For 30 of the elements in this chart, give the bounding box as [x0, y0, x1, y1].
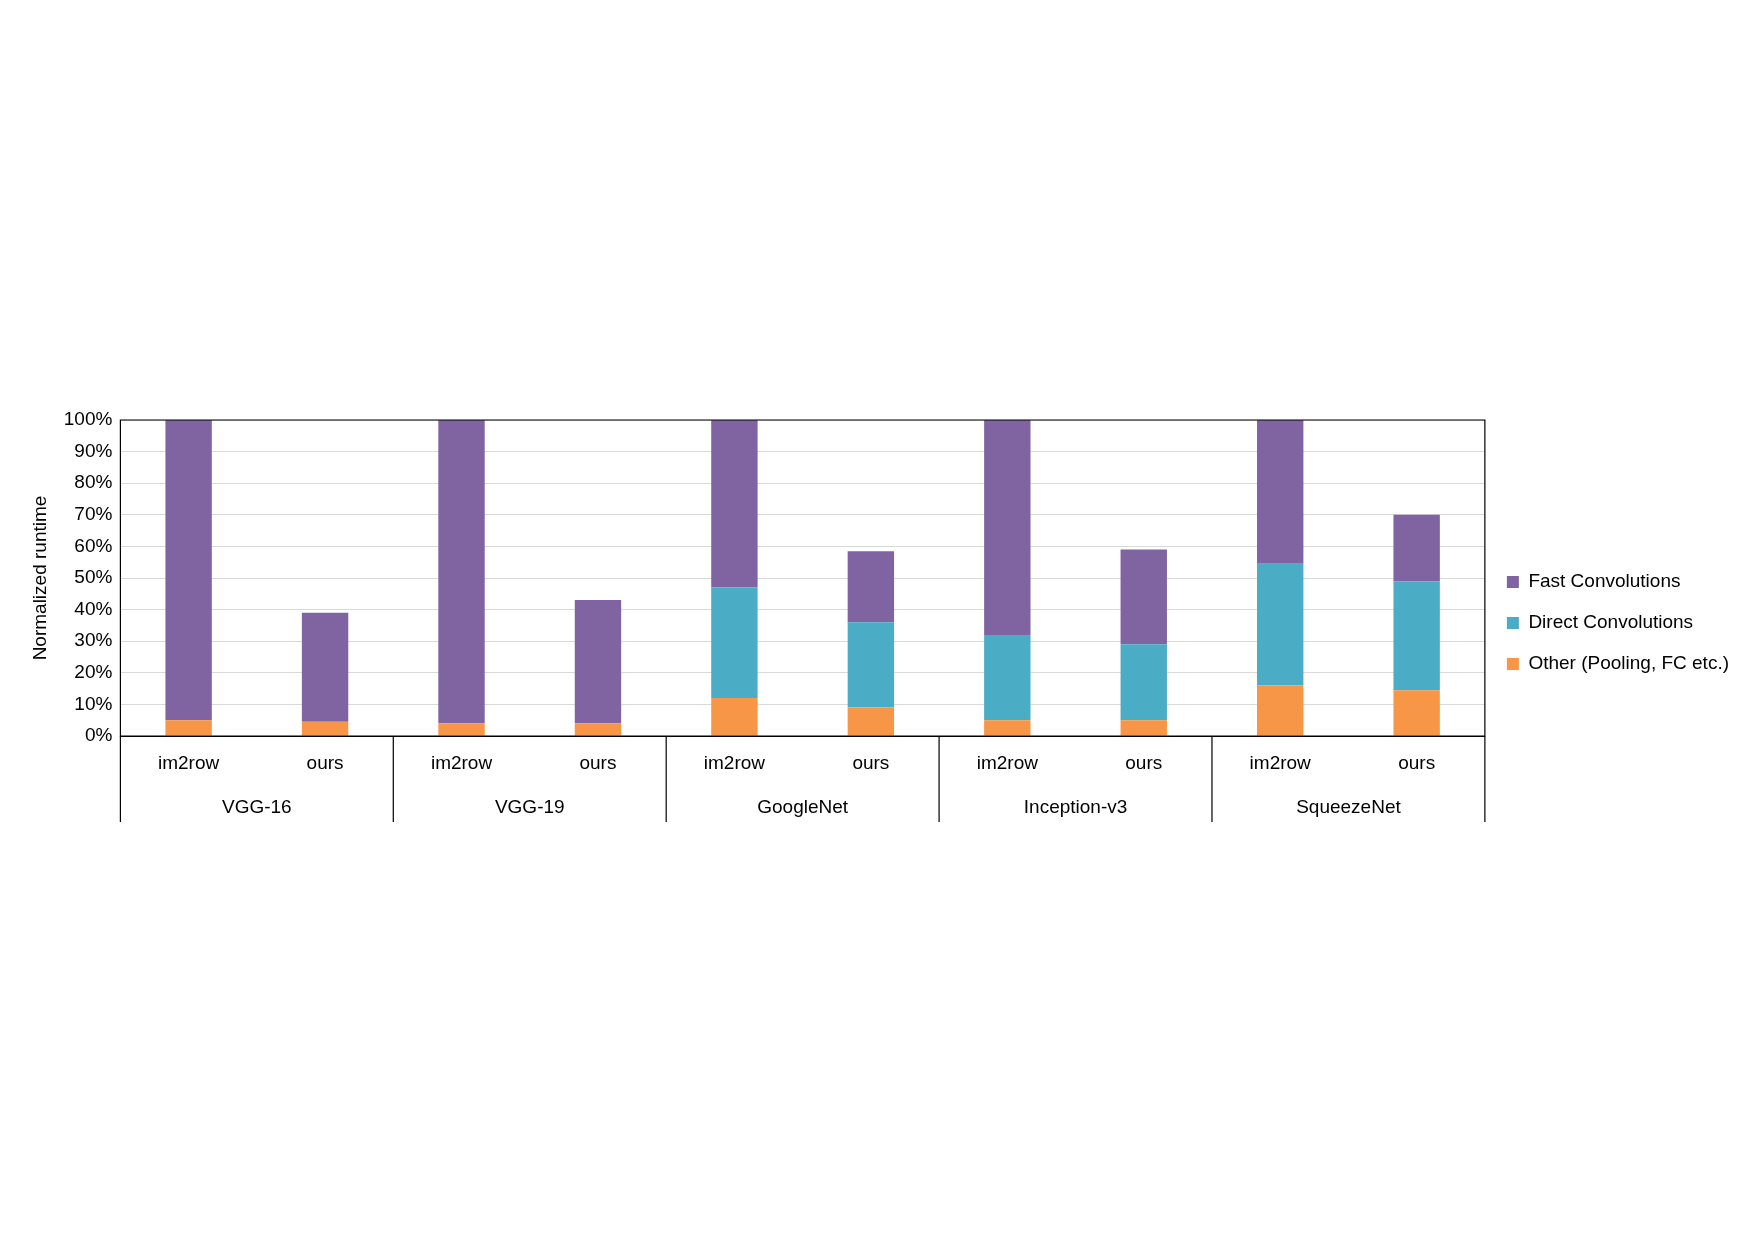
text: SqueezeNet — [1296, 796, 1402, 818]
x-tick-label: im2row — [703, 751, 766, 773]
y-tick-label: 70% — [74, 503, 113, 525]
legend-label: Fast Convolutions — [1528, 570, 1681, 592]
y-tick-label: 90% — [74, 439, 113, 461]
x-tick-label: ours — [1398, 751, 1436, 773]
y-tick-label: 30% — [74, 629, 113, 651]
x-tick-label: im2row — [158, 751, 220, 773]
legend-label: Direct Convolutions — [1528, 611, 1694, 633]
x-tick-label: ours — [852, 751, 890, 773]
x-tick-label: im2row — [430, 751, 493, 773]
y-tick-label: 80% — [74, 471, 113, 493]
x-tick-label: ours — [1125, 751, 1163, 773]
y-tick-label: 100% — [63, 408, 113, 430]
text: VGG-16 — [221, 796, 292, 818]
text: Inception-v3 — [1023, 796, 1128, 818]
x-tick-label: im2row — [976, 751, 1039, 773]
y-tick-label: 60% — [74, 534, 113, 556]
x-tick-label: im2row — [1249, 751, 1312, 773]
y-tick-label: 50% — [74, 566, 113, 588]
y-tick-label: 10% — [74, 692, 113, 714]
y-tick-label: 20% — [74, 661, 113, 683]
text: GoogleNet — [757, 796, 849, 818]
y-tick-label: 40% — [74, 597, 113, 619]
y-axis-title: Normalized runtime — [28, 495, 50, 661]
legend-label: Other (Pooling, FC etc.) — [1528, 652, 1729, 674]
text: VGG-19 — [494, 796, 565, 818]
y-tick-label: 0% — [84, 724, 113, 746]
x-tick-label: ours — [579, 751, 617, 773]
x-tick-label: ours — [306, 751, 344, 773]
